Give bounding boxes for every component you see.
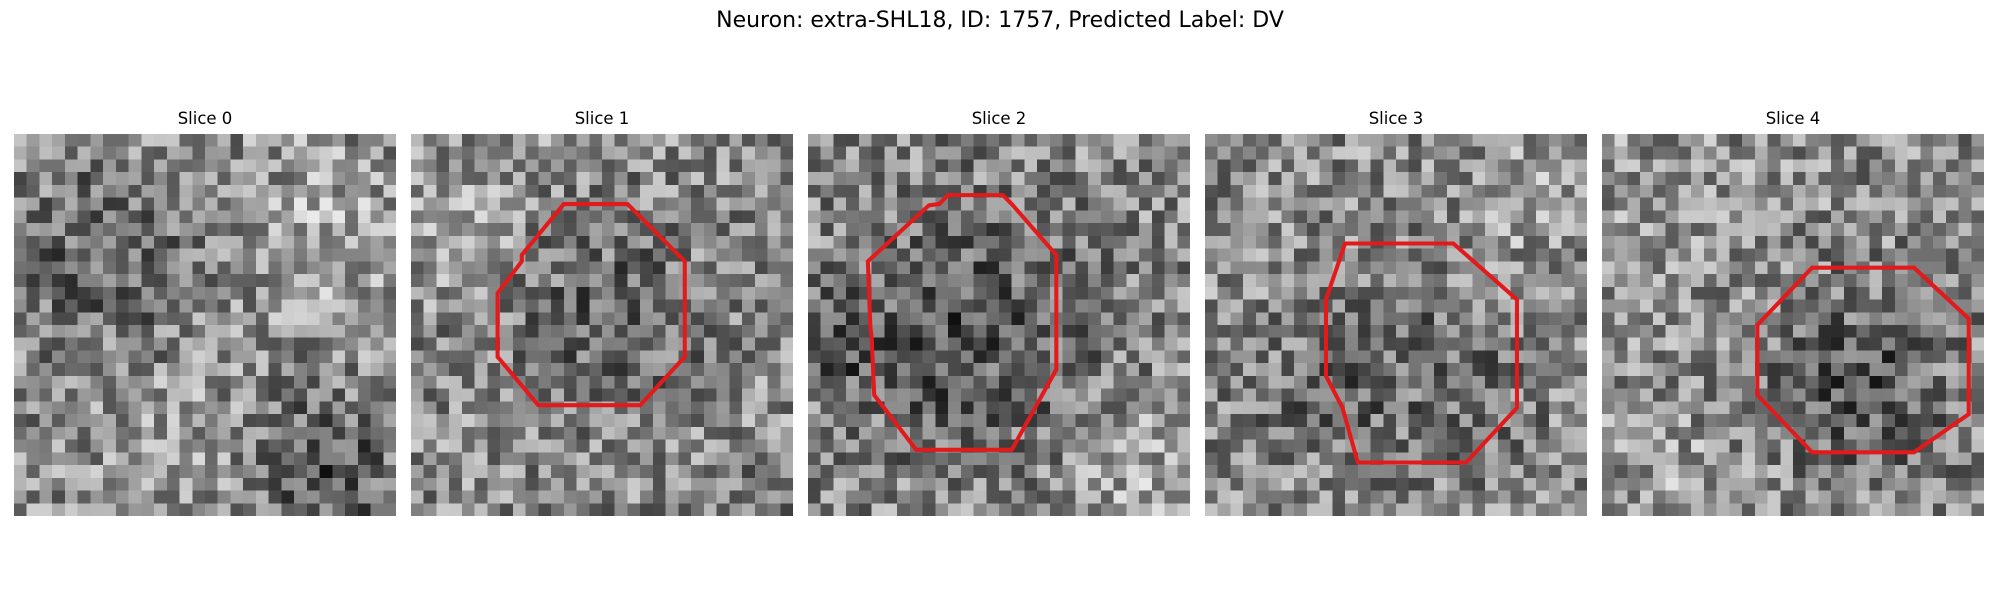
slice-pixel-grid-4 xyxy=(1602,134,1984,516)
slice-image-1 xyxy=(411,134,793,516)
roi-contour-4 xyxy=(1755,265,1971,455)
slice-image-4 xyxy=(1602,134,1984,516)
slice-image-0 xyxy=(14,134,396,516)
slice-image-3 xyxy=(1205,134,1587,516)
slice-title-4: Slice 4 xyxy=(1765,109,1821,128)
slice-pixel-grid-3 xyxy=(1205,134,1587,516)
slice-title-1: Slice 1 xyxy=(574,109,630,128)
slice-pixel-grid-1 xyxy=(411,134,793,516)
slice-pixel-grid-0 xyxy=(14,134,396,516)
slice-title-0: Slice 0 xyxy=(177,109,233,128)
slice-image-2 xyxy=(808,134,1190,516)
slice-pixel-grid-2 xyxy=(808,134,1190,516)
roi-contour-2 xyxy=(865,193,1059,452)
slice-panel-3: Slice 3 xyxy=(1205,108,1587,516)
figure-title: Neuron: extra-SHL18, ID: 1757, Predicted… xyxy=(716,8,1284,33)
slice-panel-0: Slice 0 xyxy=(14,108,396,516)
slice-panel-2: Slice 2 xyxy=(808,108,1190,516)
slice-title-3: Slice 3 xyxy=(1368,109,1424,128)
slice-panel-4: Slice 4 xyxy=(1602,108,1984,516)
roi-contour-3 xyxy=(1323,241,1520,465)
roi-contour-1 xyxy=(495,201,687,408)
slice-title-2: Slice 2 xyxy=(971,109,1027,128)
slice-panel-1: Slice 1 xyxy=(411,108,793,516)
